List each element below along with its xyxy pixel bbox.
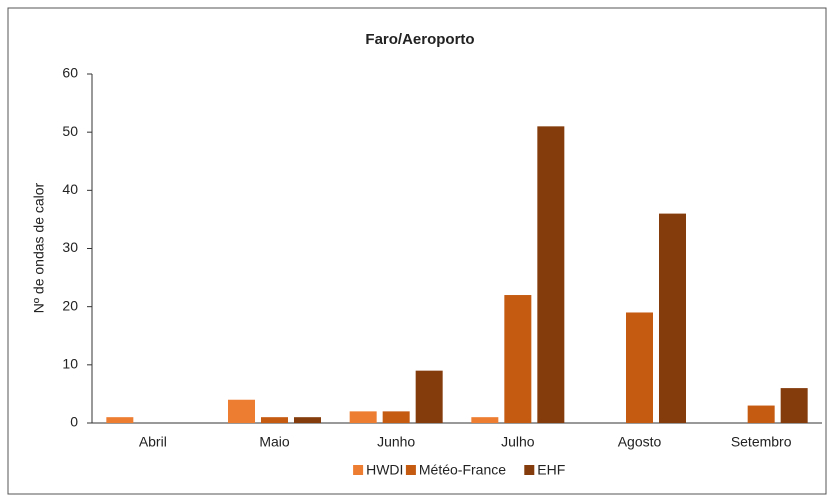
bar <box>747 405 775 423</box>
bar <box>504 295 532 423</box>
y-tick-label: 30 <box>62 239 78 255</box>
chart-title: Faro/Aeroporto <box>365 31 474 48</box>
legend-label: HWDI <box>366 462 403 478</box>
x-tick-label: Julho <box>501 434 535 450</box>
bar <box>537 126 565 423</box>
y-tick-label: 10 <box>62 356 78 372</box>
bar <box>780 388 808 423</box>
bar <box>106 417 134 423</box>
bar <box>228 399 255 423</box>
bar <box>294 417 321 423</box>
bar <box>382 411 410 423</box>
x-tick-label: Setembro <box>731 434 792 450</box>
x-tick-label: Abril <box>139 434 167 450</box>
x-tick-label: Maio <box>259 434 290 450</box>
legend-swatch <box>353 465 364 475</box>
y-tick-label: 0 <box>70 414 78 430</box>
y-axis-label: Nº de ondas de calor <box>31 182 47 313</box>
legend-label: EHF <box>537 462 565 478</box>
legend-swatch <box>524 465 535 475</box>
bar <box>261 417 288 423</box>
bar <box>659 213 686 423</box>
y-tick-label: 40 <box>62 181 78 197</box>
y-tick-label: 20 <box>62 297 78 313</box>
legend-label: Météo-France <box>419 462 506 478</box>
bar <box>349 411 377 423</box>
y-tick-label: 50 <box>62 123 78 139</box>
legend-swatch <box>405 465 416 475</box>
y-tick-label: 60 <box>62 65 78 81</box>
bar <box>415 370 443 423</box>
x-tick-label: Junho <box>377 434 415 450</box>
bar <box>471 417 499 423</box>
bar <box>626 312 653 423</box>
x-tick-label: Agosto <box>618 434 662 450</box>
